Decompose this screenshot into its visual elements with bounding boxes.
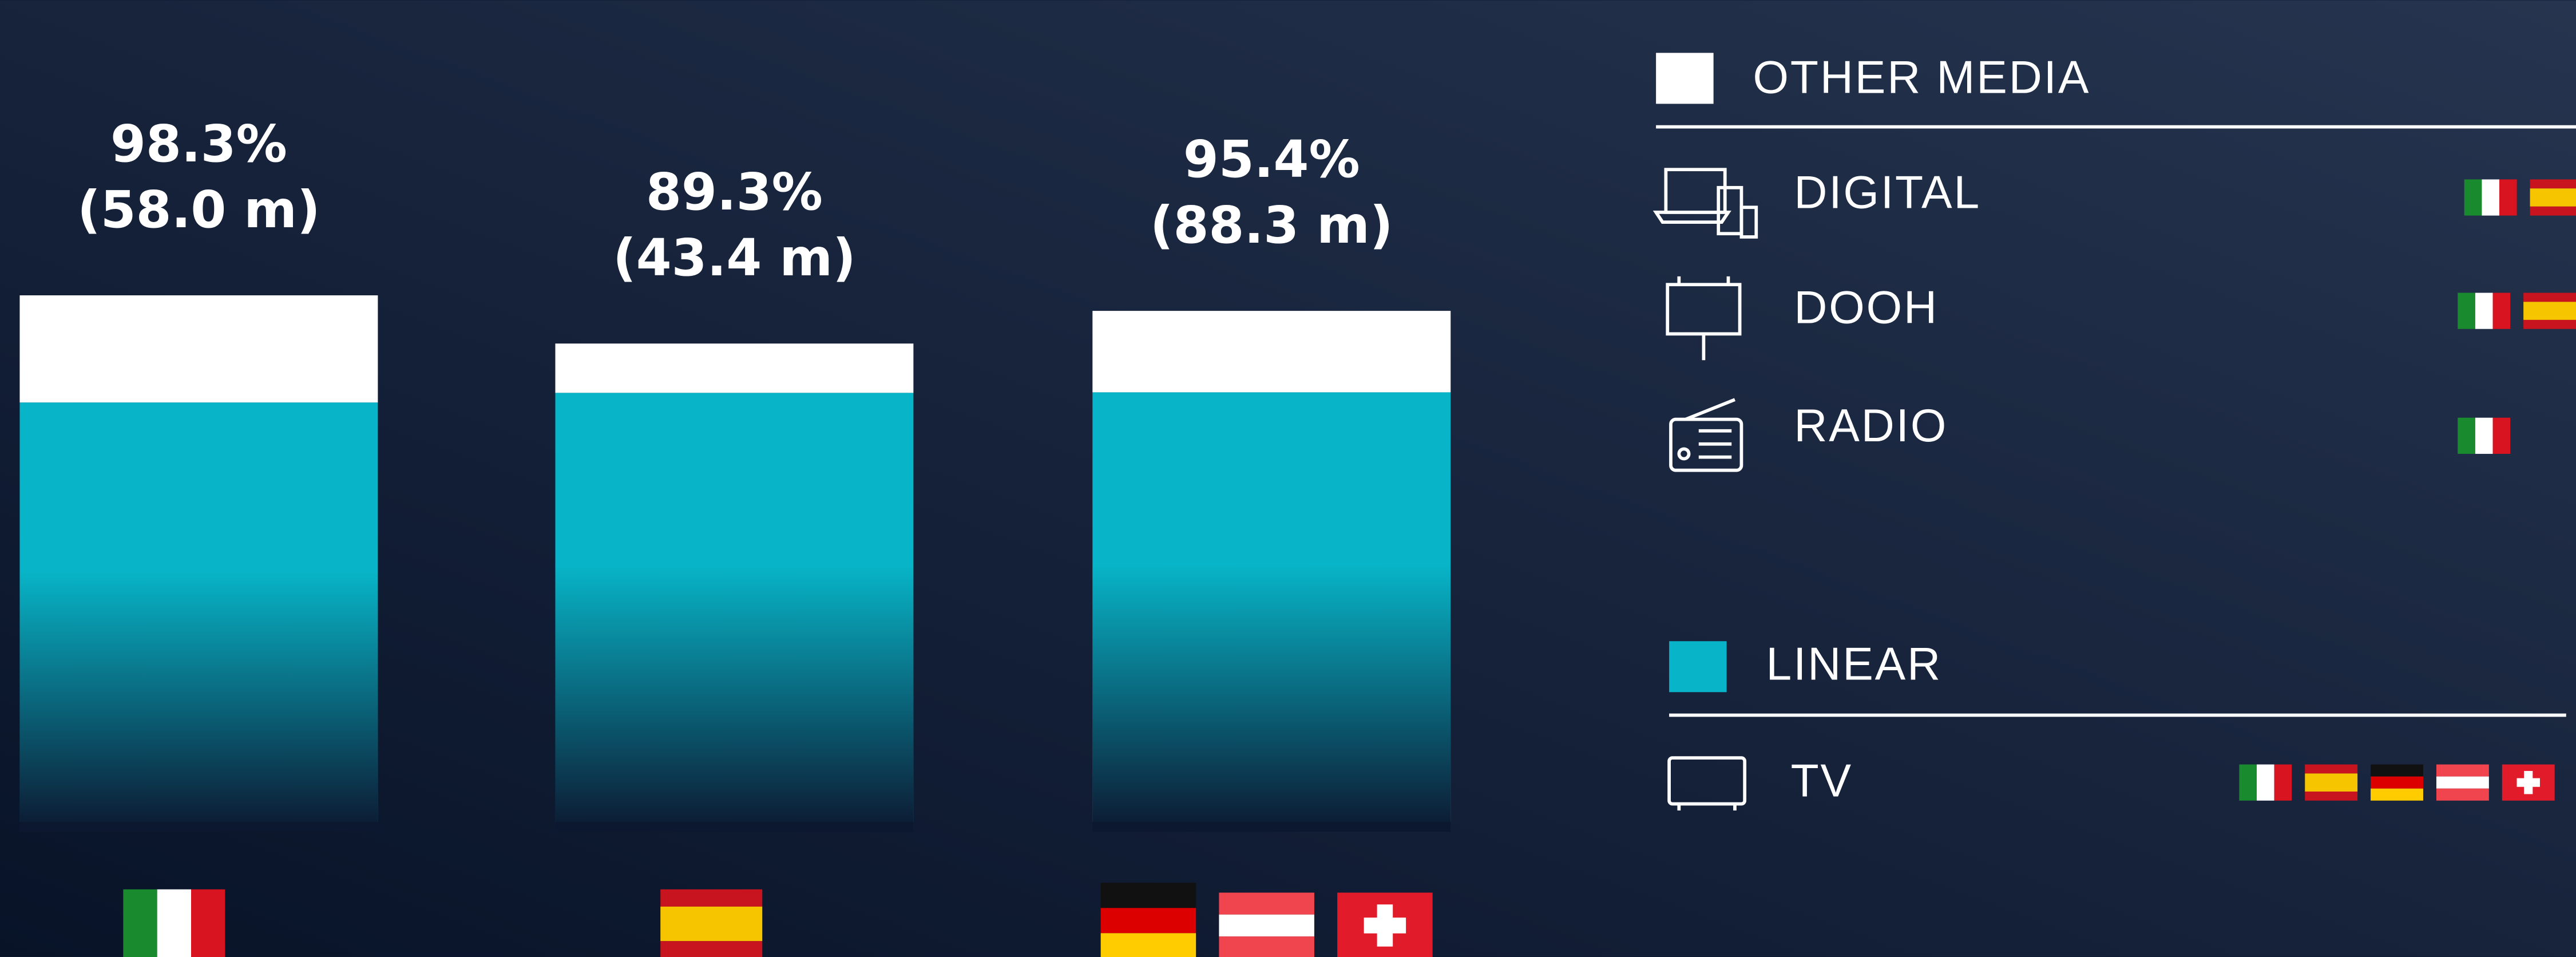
flag-part: [2523, 319, 2576, 329]
flag-part: [2436, 764, 2489, 777]
flag-part: [2239, 764, 2257, 801]
flag-part: [1219, 936, 1314, 957]
flag-part: [2458, 417, 2475, 454]
total-label: 95.4%: [1183, 129, 1360, 189]
flag-part: [1364, 918, 1406, 934]
flag-part: [2475, 292, 2493, 329]
legend-swatch: [1669, 641, 1727, 693]
flag-part: [660, 941, 763, 957]
flag-part: [191, 889, 225, 957]
flag-part: [2257, 764, 2274, 801]
flag-part: [660, 906, 763, 942]
legend-item: TV: [1791, 755, 1853, 806]
flag: [123, 889, 225, 957]
flag: [2458, 292, 2511, 329]
flag-part: [2305, 764, 2358, 774]
flag-part: [2371, 788, 2423, 801]
flag: [2436, 764, 2489, 801]
flag: [2371, 764, 2423, 801]
flag-part: [123, 889, 157, 957]
bar-fade: [19, 570, 378, 832]
flag-part: [2530, 188, 2576, 207]
flag-part: [2436, 788, 2489, 801]
legend-item: RADIO: [1794, 400, 1948, 452]
flag-part: [2492, 292, 2511, 329]
flag: [2464, 179, 2517, 216]
flag: [2523, 292, 2576, 329]
flag-part: [2523, 302, 2576, 320]
flag-part: [2371, 776, 2423, 789]
bar-segment: [19, 295, 378, 403]
flag: [1219, 892, 1314, 957]
dooh-icon: [1666, 276, 1742, 361]
flag-part: [157, 889, 192, 957]
audience-label: (58.0 m): [77, 180, 320, 239]
flag-part: [2523, 292, 2576, 302]
total-label: 98.3%: [110, 114, 287, 173]
flag-part: [2274, 764, 2292, 801]
flag: [1100, 883, 1196, 957]
digital-icon: [1652, 168, 1758, 239]
audience-label: (43.4 m): [613, 228, 856, 287]
flag-part: [2458, 292, 2475, 329]
flag-part: [2305, 773, 2358, 792]
audience-label: (88.3 m): [1150, 195, 1393, 255]
bar-segment: [1092, 311, 1451, 393]
flag: [1337, 892, 1433, 957]
flag-part: [2530, 179, 2576, 189]
flag-part: [2371, 764, 2423, 777]
flag-part: [2516, 778, 2540, 787]
flag-part: [1100, 883, 1196, 908]
legend-item: DOOH: [1794, 282, 1939, 333]
legend-label: LINEAR: [1766, 638, 1943, 690]
flag: [2458, 417, 2511, 454]
flag-part: [1219, 892, 1314, 915]
flag-part: [2464, 179, 2482, 216]
flag: [2305, 764, 2358, 801]
flag-part: [2482, 179, 2500, 216]
flag-part: [2492, 417, 2511, 454]
flag-part: [2436, 776, 2489, 789]
flag-part: [2475, 417, 2493, 454]
bar-fade: [555, 564, 914, 832]
radio-icon: [1669, 398, 1743, 472]
flag-part: [1219, 914, 1314, 937]
flag-part: [2305, 791, 2358, 801]
legend-label: OTHER MEDIA: [1753, 52, 2091, 103]
total-label: 89.3%: [646, 162, 823, 222]
flag: [2530, 179, 2576, 216]
flag-part: [2530, 206, 2576, 216]
tv-icon: [1667, 756, 1747, 810]
flag-part: [660, 889, 763, 907]
legend-item: DIGITAL: [1794, 167, 1981, 218]
legend-swatch: [1656, 53, 1714, 104]
flag-part: [1100, 908, 1196, 934]
flag: [660, 889, 763, 957]
flag-part: [1100, 933, 1196, 957]
bar-segment: [555, 343, 914, 393]
flag: [2502, 764, 2555, 801]
flag-part: [2499, 179, 2517, 216]
bar-fade: [1092, 564, 1451, 832]
flag: [2239, 764, 2292, 801]
